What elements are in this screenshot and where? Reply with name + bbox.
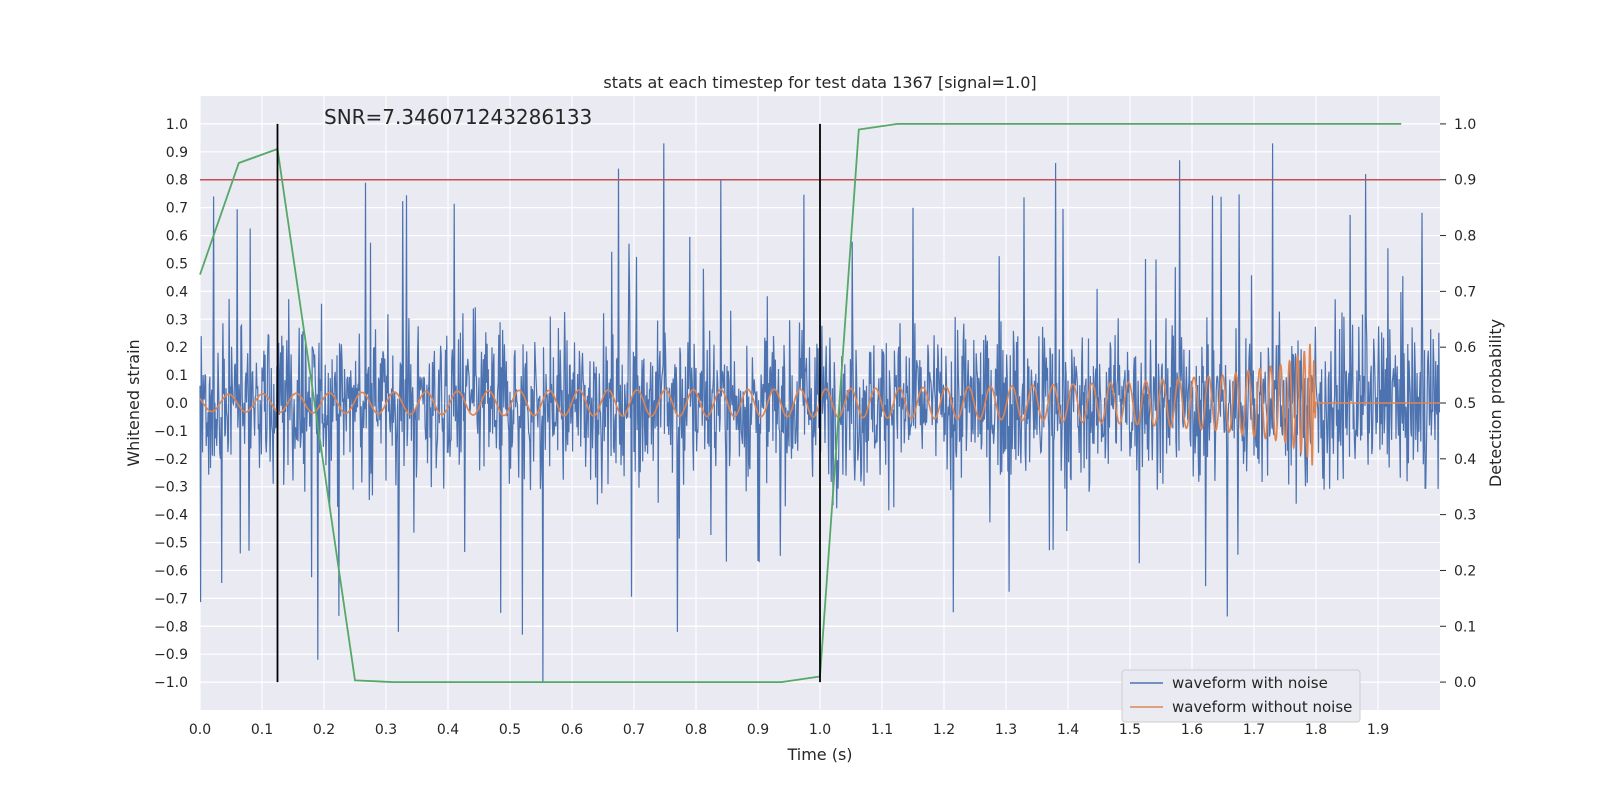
y-tick-label: 0.1 bbox=[166, 368, 188, 384]
x-tick-label: 1.7 bbox=[1243, 722, 1265, 738]
y-tick-label: 0.4 bbox=[166, 284, 188, 300]
y-tick-label: 0.3 bbox=[166, 312, 188, 328]
y-tick-label: −1.0 bbox=[154, 675, 188, 691]
y-tick-label: 0.8 bbox=[166, 173, 188, 189]
x-tick-label: 1.0 bbox=[809, 722, 831, 738]
y-tick-label: −0.6 bbox=[154, 563, 188, 579]
y-tick-label: −0.4 bbox=[154, 508, 188, 524]
legend-label-clean: waveform without noise bbox=[1172, 698, 1352, 716]
x-tick-label: 0.6 bbox=[561, 722, 583, 738]
y-tick-label: 0.5 bbox=[166, 256, 188, 272]
chart-marks bbox=[199, 123, 1441, 683]
y-tick-label: −0.5 bbox=[154, 536, 188, 552]
x-tick-label: 0.2 bbox=[313, 722, 335, 738]
x-tick-label: 1.3 bbox=[995, 722, 1017, 738]
y-axis-label: Whitened strain bbox=[124, 339, 143, 466]
series-detection-probability bbox=[199, 123, 1402, 683]
y-tick-label: 0.6 bbox=[166, 229, 188, 245]
y-right-tick-label: 0.2 bbox=[1454, 563, 1476, 579]
y-tick-label: 0.2 bbox=[166, 340, 188, 356]
x-axis-label: Time (s) bbox=[786, 745, 852, 764]
y-tick-label: −0.7 bbox=[154, 591, 188, 607]
legend: waveform with noise waveform without noi… bbox=[1121, 669, 1361, 723]
y-right-tick-label: 0.1 bbox=[1454, 619, 1476, 635]
x-tick-label: 0.7 bbox=[623, 722, 645, 738]
x-tick-label: 0.1 bbox=[251, 722, 273, 738]
y-tick-label: −0.9 bbox=[154, 647, 188, 663]
x-tick-label: 0.4 bbox=[437, 722, 459, 738]
x-tick-label: 0.0 bbox=[189, 722, 211, 738]
x-tick-label: 0.8 bbox=[685, 722, 707, 738]
x-tick-label: 1.6 bbox=[1181, 722, 1203, 738]
y-tick-label: −0.2 bbox=[154, 452, 188, 468]
tick-labels: 1.0 0.9 0.8 0.7 0.6 0.5 0.4 0.3 0.2 0.1 0.0 −0.1 −0.… bbox=[154, 117, 1476, 738]
y-tick-label: −0.8 bbox=[154, 619, 188, 635]
x-tick-label: 0.9 bbox=[747, 722, 769, 738]
x-tick-label: 0.5 bbox=[499, 722, 521, 738]
y-right-tick-label: 0.6 bbox=[1454, 340, 1476, 356]
snr-annotation: SNR=7.346071243286133 bbox=[324, 105, 592, 129]
y-right-tick-label: 1.0 bbox=[1454, 117, 1476, 133]
y-right-tick-label: 0.7 bbox=[1454, 284, 1476, 300]
y-tick-label: 0.9 bbox=[166, 145, 188, 161]
x-tick-label: 1.2 bbox=[933, 722, 955, 738]
y-tick-label: −0.1 bbox=[154, 424, 188, 440]
x-tick-label: 1.5 bbox=[1119, 722, 1141, 738]
y-tick-label: −0.3 bbox=[154, 480, 188, 496]
legend-label-noise: waveform with noise bbox=[1172, 674, 1328, 692]
x-tick-label: 1.8 bbox=[1305, 722, 1327, 738]
y-right-tick-label: 0.9 bbox=[1454, 173, 1476, 189]
x-tick-label: 1.1 bbox=[871, 722, 893, 738]
y-right-tick-label: 0.5 bbox=[1454, 396, 1476, 412]
y-tick-label: 0.0 bbox=[166, 396, 188, 412]
y-tick-label: 1.0 bbox=[166, 117, 188, 133]
legend-box bbox=[1121, 669, 1361, 723]
y-axis-right-label: Detection probability bbox=[1486, 319, 1505, 487]
y-tick-label: 0.7 bbox=[166, 201, 188, 217]
x-tick-label: 1.4 bbox=[1057, 722, 1079, 738]
y-right-tick-label: 0.4 bbox=[1454, 452, 1476, 468]
y-right-tick-label: 0.3 bbox=[1454, 508, 1476, 524]
y-right-tick-label: 0.8 bbox=[1454, 229, 1476, 245]
x-tick-label: 0.3 bbox=[375, 722, 397, 738]
x-tick-label: 1.9 bbox=[1367, 722, 1389, 738]
y-right-tick-label: 0.0 bbox=[1454, 675, 1476, 691]
chart-title: stats at each timestep for test data 136… bbox=[603, 73, 1036, 92]
